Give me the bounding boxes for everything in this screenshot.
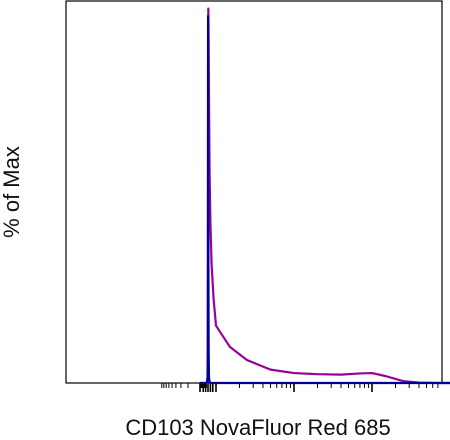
x-axis-ticks	[161, 383, 439, 392]
plot-frame	[65, 0, 443, 384]
y-axis-label: % of Max	[0, 146, 24, 238]
series-layer	[200, 7, 450, 385]
series-line-2	[200, 7, 450, 385]
series-line-1	[200, 15, 450, 385]
x-axis-label: CD103 NovaFluor Red 685	[125, 415, 390, 440]
